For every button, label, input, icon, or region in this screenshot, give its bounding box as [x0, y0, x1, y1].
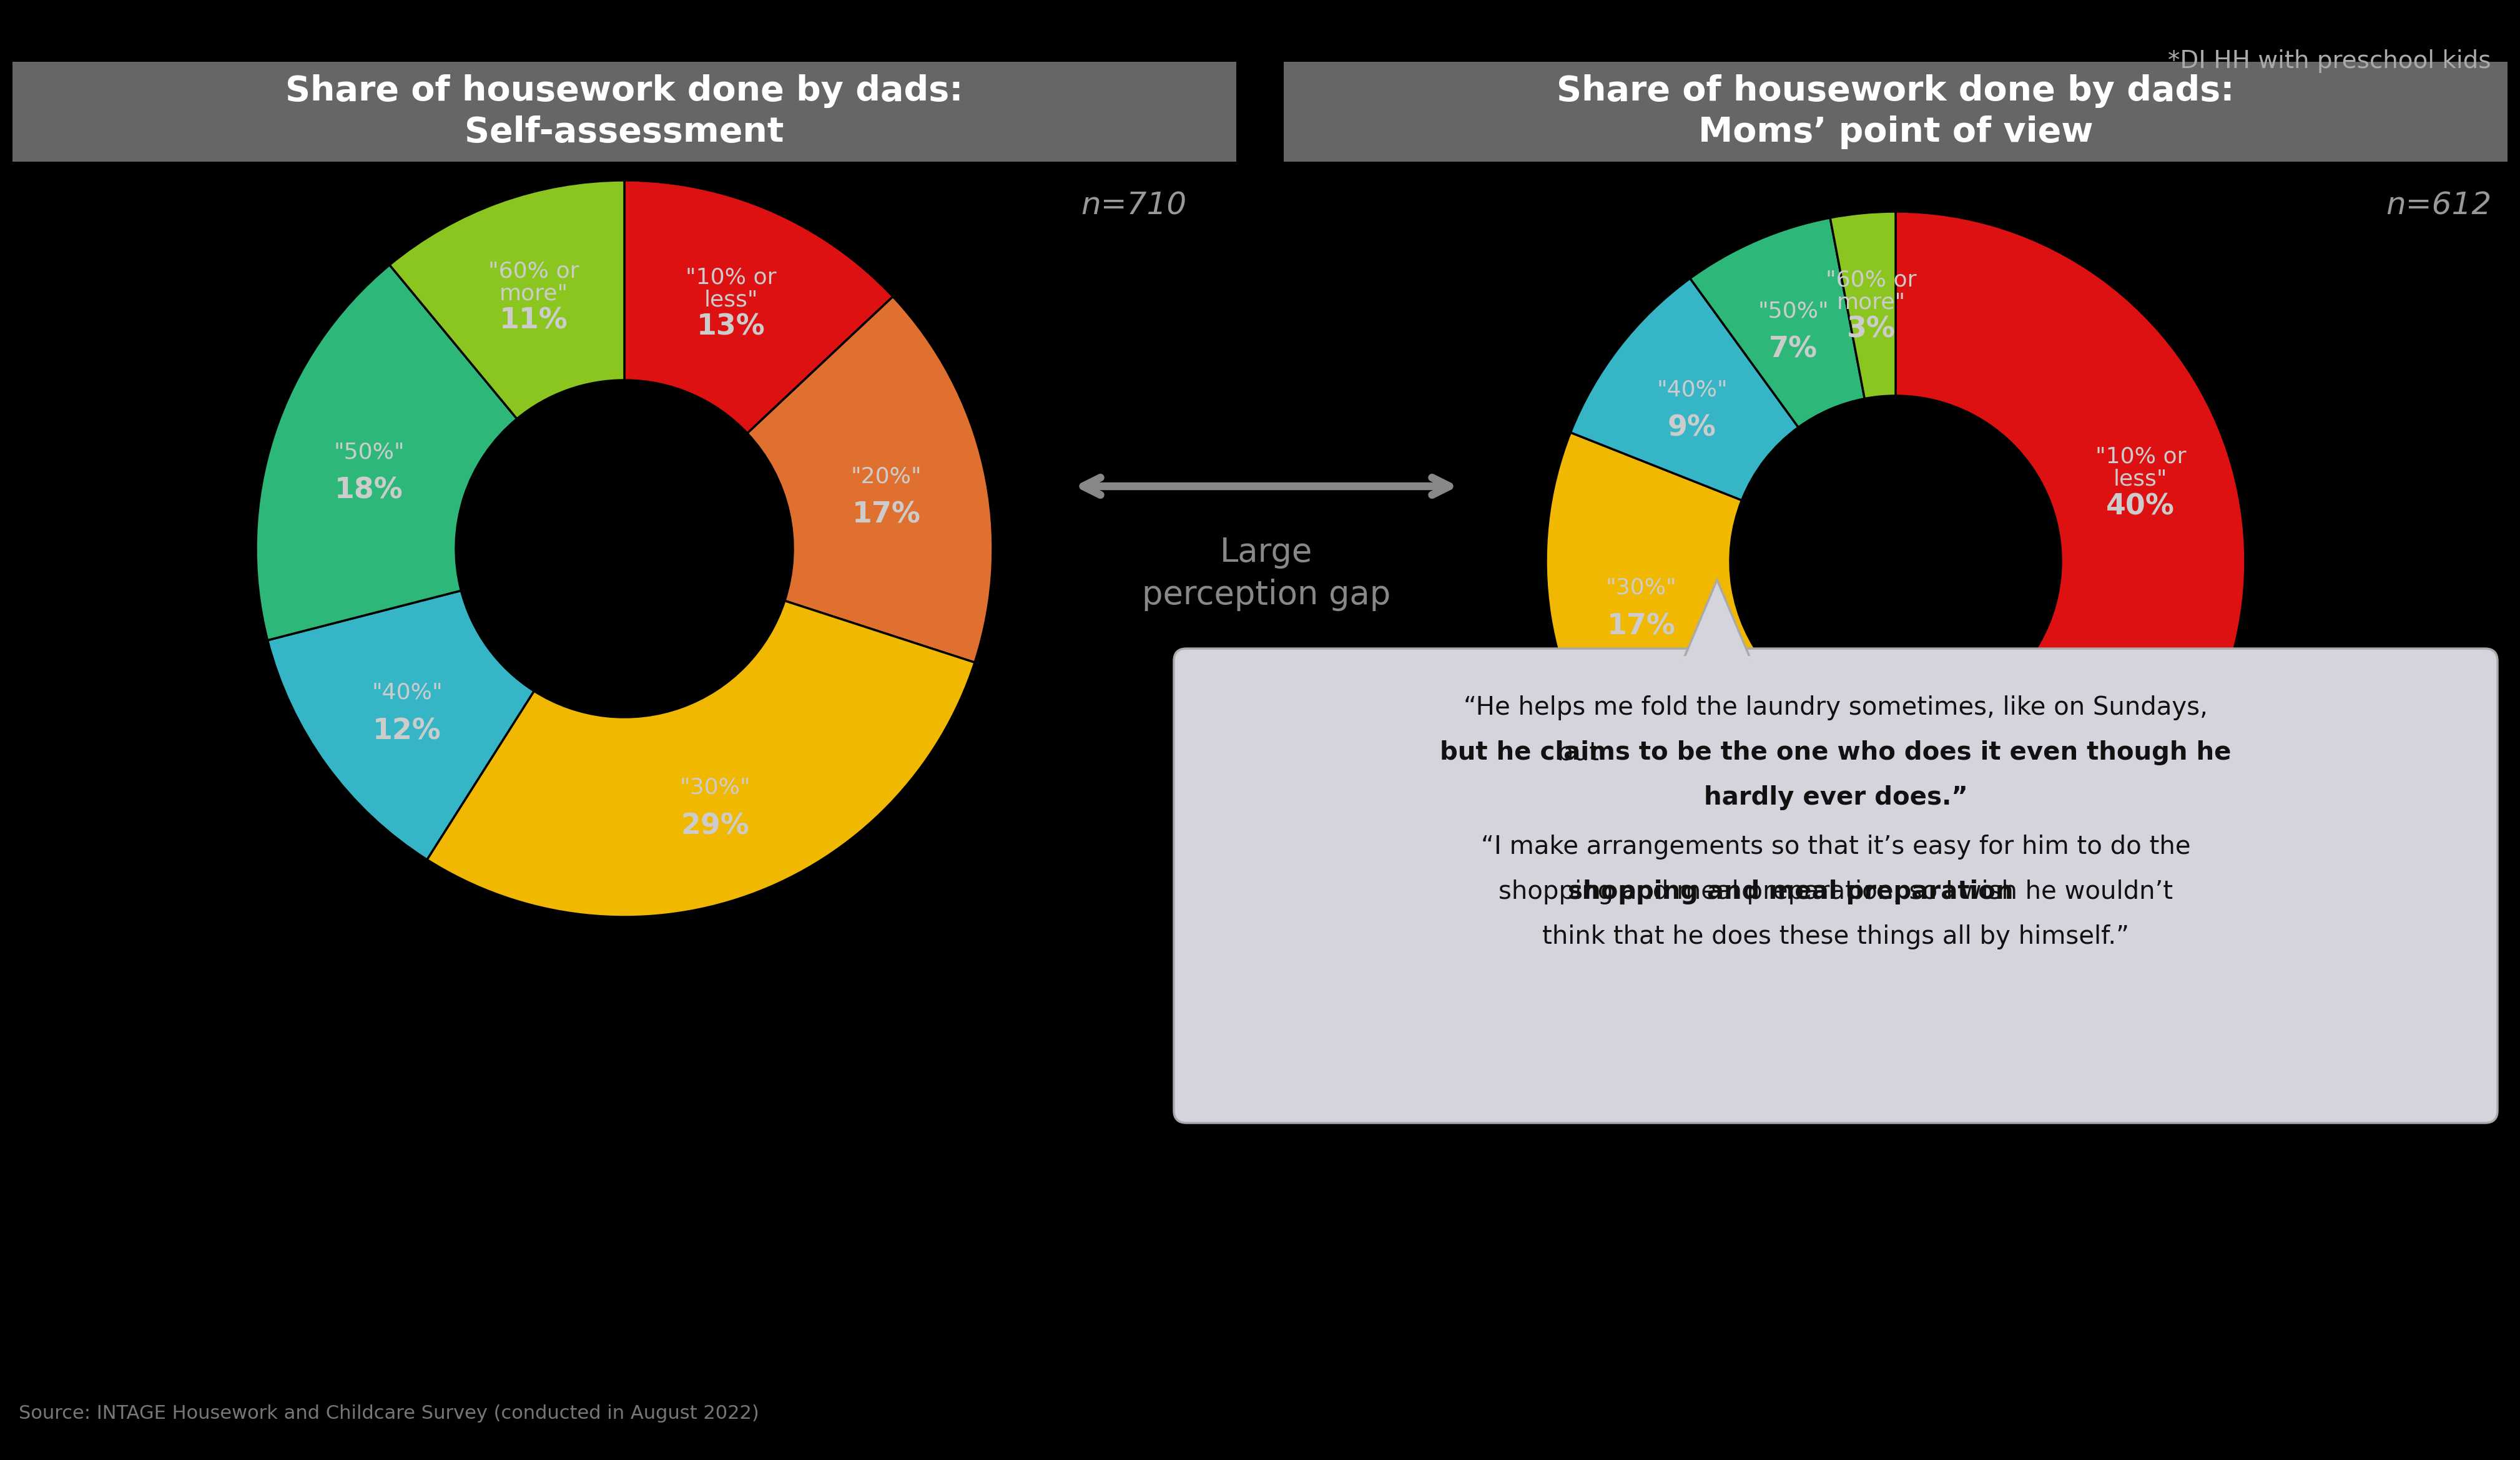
- Wedge shape: [1570, 279, 1799, 501]
- Text: 13%: 13%: [696, 314, 766, 342]
- FancyBboxPatch shape: [1283, 61, 2507, 162]
- Text: 9%: 9%: [1668, 415, 1716, 442]
- Text: "60% or
more": "60% or more": [1827, 270, 1918, 312]
- Text: “I make arrangements so that it’s easy for him to do the: “I make arrangements so that it’s easy f…: [1482, 835, 2190, 860]
- Wedge shape: [1691, 218, 1865, 428]
- Text: "30%": "30%": [1605, 577, 1676, 599]
- Text: 17%: 17%: [852, 501, 920, 529]
- Text: *DI HH with preschool kids: *DI HH with preschool kids: [2167, 50, 2492, 73]
- Text: "20%": "20%": [1824, 821, 1895, 841]
- Text: but: but: [1557, 740, 1608, 765]
- Text: "50%": "50%": [1759, 301, 1830, 321]
- Polygon shape: [1683, 580, 1751, 661]
- Text: “He helps me fold the laundry sometimes, like on Sundays,: “He helps me fold the laundry sometimes,…: [1464, 695, 2208, 720]
- Text: "40%": "40%": [373, 682, 444, 704]
- Text: 3%: 3%: [1847, 315, 1895, 343]
- Text: n=612: n=612: [2386, 190, 2492, 220]
- Text: "20%": "20%": [852, 466, 922, 488]
- Text: Share of housework done by dads:
Moms’ point of view: Share of housework done by dads: Moms’ p…: [1557, 74, 2235, 149]
- Text: shopping and meal preparation: shopping and meal preparation: [1567, 879, 2013, 905]
- Text: Large
perception gap: Large perception gap: [1142, 536, 1391, 612]
- Text: 40%: 40%: [2107, 492, 2175, 521]
- Wedge shape: [257, 264, 517, 641]
- Text: "60% or
more": "60% or more": [489, 261, 580, 304]
- Wedge shape: [391, 181, 625, 419]
- Text: shopping and meal preparation, so I wish he wouldn’t: shopping and meal preparation, so I wish…: [1499, 879, 2172, 905]
- Wedge shape: [426, 600, 975, 917]
- Text: "30%": "30%": [680, 777, 751, 799]
- Wedge shape: [1895, 212, 2245, 844]
- Wedge shape: [1623, 695, 2097, 939]
- Text: 17%: 17%: [1608, 612, 1676, 641]
- FancyBboxPatch shape: [1174, 648, 2497, 1123]
- Text: n=710: n=710: [1081, 190, 1187, 220]
- Text: 18%: 18%: [335, 476, 403, 505]
- Text: Source: INTAGE Housework and Childcare Survey (conducted in August 2022): Source: INTAGE Housework and Childcare S…: [18, 1405, 759, 1422]
- Text: "50%": "50%": [333, 441, 406, 463]
- Text: but ⁠he claims to be the one who does it even though he: but ⁠he claims to be the one who does it…: [1439, 740, 2230, 765]
- Text: 29%: 29%: [680, 812, 748, 840]
- Wedge shape: [748, 296, 993, 663]
- Text: 7%: 7%: [1769, 336, 1817, 364]
- Text: "40%": "40%": [1656, 380, 1729, 400]
- FancyBboxPatch shape: [13, 61, 1237, 162]
- Text: think that he does these things all by himself.”: think that he does these things all by h…: [1542, 924, 2129, 949]
- Text: "10% or
less": "10% or less": [685, 267, 776, 311]
- Text: 12%: 12%: [373, 717, 441, 746]
- Wedge shape: [267, 591, 534, 860]
- Wedge shape: [625, 181, 892, 434]
- Polygon shape: [1681, 656, 1751, 666]
- Text: 11%: 11%: [499, 307, 567, 336]
- Wedge shape: [1545, 432, 1769, 784]
- Text: "10% or
less": "10% or less": [2094, 447, 2185, 489]
- Text: 24%: 24%: [1824, 856, 1895, 883]
- Wedge shape: [1830, 212, 1895, 399]
- Text: hardly ever does.”: hardly ever does.”: [1704, 785, 1968, 810]
- Text: Share of housework done by dads:
Self-assessment: Share of housework done by dads: Self-as…: [285, 74, 963, 149]
